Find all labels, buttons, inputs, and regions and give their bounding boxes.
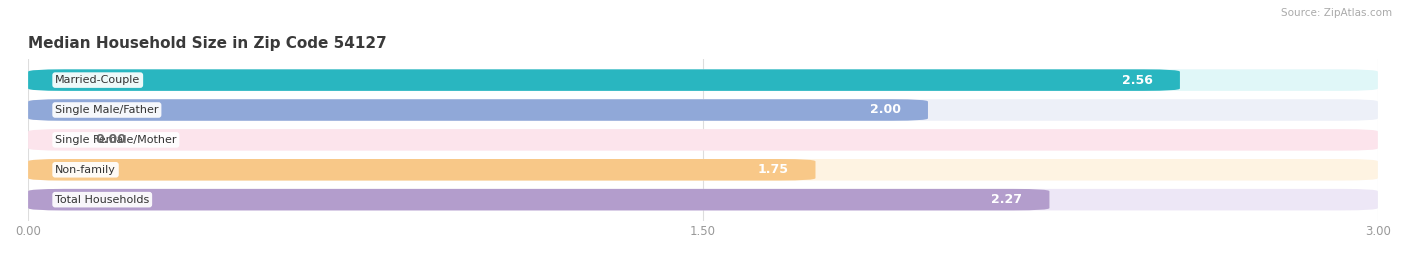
FancyBboxPatch shape — [28, 159, 1378, 180]
FancyBboxPatch shape — [28, 189, 1378, 210]
Text: 0.00: 0.00 — [96, 133, 127, 146]
Text: Single Female/Mother: Single Female/Mother — [55, 135, 177, 145]
Text: Median Household Size in Zip Code 54127: Median Household Size in Zip Code 54127 — [28, 36, 387, 51]
Text: Total Households: Total Households — [55, 195, 149, 205]
FancyBboxPatch shape — [28, 69, 1180, 91]
Text: 2.56: 2.56 — [1122, 74, 1153, 87]
FancyBboxPatch shape — [28, 159, 815, 180]
FancyBboxPatch shape — [28, 99, 1378, 121]
FancyBboxPatch shape — [28, 189, 1049, 210]
FancyBboxPatch shape — [28, 99, 928, 121]
Text: Single Male/Father: Single Male/Father — [55, 105, 159, 115]
FancyBboxPatch shape — [28, 129, 1378, 151]
Text: Married-Couple: Married-Couple — [55, 75, 141, 85]
Text: Non-family: Non-family — [55, 165, 115, 175]
FancyBboxPatch shape — [28, 69, 1378, 91]
Text: Source: ZipAtlas.com: Source: ZipAtlas.com — [1281, 8, 1392, 18]
Text: 2.00: 2.00 — [870, 104, 901, 116]
Text: 1.75: 1.75 — [758, 163, 789, 176]
Text: 2.27: 2.27 — [991, 193, 1022, 206]
